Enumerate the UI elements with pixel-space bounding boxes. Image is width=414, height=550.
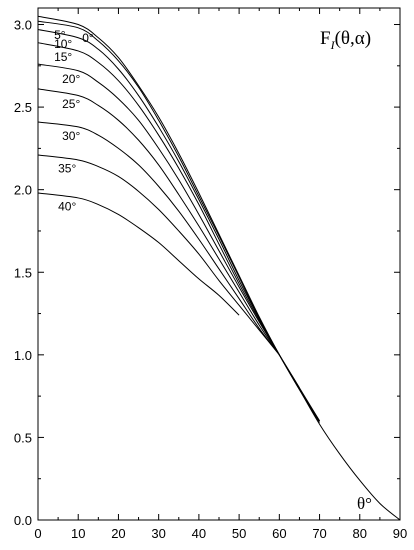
x-tick-label: 70: [312, 526, 326, 541]
plot-frame: [37, 7, 401, 521]
y-tick-label: 1.0: [14, 348, 32, 363]
x-tick-label: 20: [111, 526, 125, 541]
x-tick-label: 30: [151, 526, 165, 541]
x-tick-label: 10: [71, 526, 85, 541]
series-line-2: [37, 28, 320, 422]
series-line-4: [37, 63, 300, 389]
x-tick-label: 90: [393, 526, 407, 541]
curve-labels: 0° 5°10°15° 20° 25° 30° 35° 40°: [54, 28, 94, 214]
y-tick-label: 2.0: [14, 183, 32, 198]
series-label: 40°: [58, 199, 76, 213]
curves: [37, 15, 401, 521]
x-tick-label: 0: [34, 526, 41, 541]
y-tick-label: 0.5: [14, 430, 32, 445]
x-axis-title: θ°: [357, 494, 372, 513]
x-tick-label: 40: [192, 526, 206, 541]
series-label: 20°: [62, 72, 80, 86]
chart-title: FI(θ,α): [320, 28, 371, 52]
series-line-0: [37, 15, 401, 521]
series-line-7: [37, 154, 280, 356]
series-line-8: [37, 192, 240, 316]
series-label: 0°: [82, 31, 94, 45]
x-tick-label: 60: [272, 526, 286, 541]
y-tick-label: 1.5: [14, 265, 32, 280]
series-line-5: [37, 88, 280, 356]
series-label: 25°: [62, 97, 80, 111]
y-tick-label: 2.5: [14, 100, 32, 115]
series-label: 10°: [54, 37, 72, 51]
series-label: 35°: [58, 161, 76, 175]
series-line-6: [37, 121, 280, 356]
series-label: 30°: [62, 129, 80, 143]
ticks: 0 10 20 30 40 50 60 70 80 90 0.0 0.5 1.0 1.5 2.0 2.5 3.0: [14, 8, 407, 541]
y-tick-label: 0.0: [14, 513, 32, 528]
x-tick-label: 80: [353, 526, 367, 541]
series-label: 15°: [54, 50, 72, 64]
x-tick-label: 50: [232, 526, 246, 541]
y-tick-label: 3.0: [14, 18, 32, 33]
series-label: 5°: [54, 28, 66, 42]
